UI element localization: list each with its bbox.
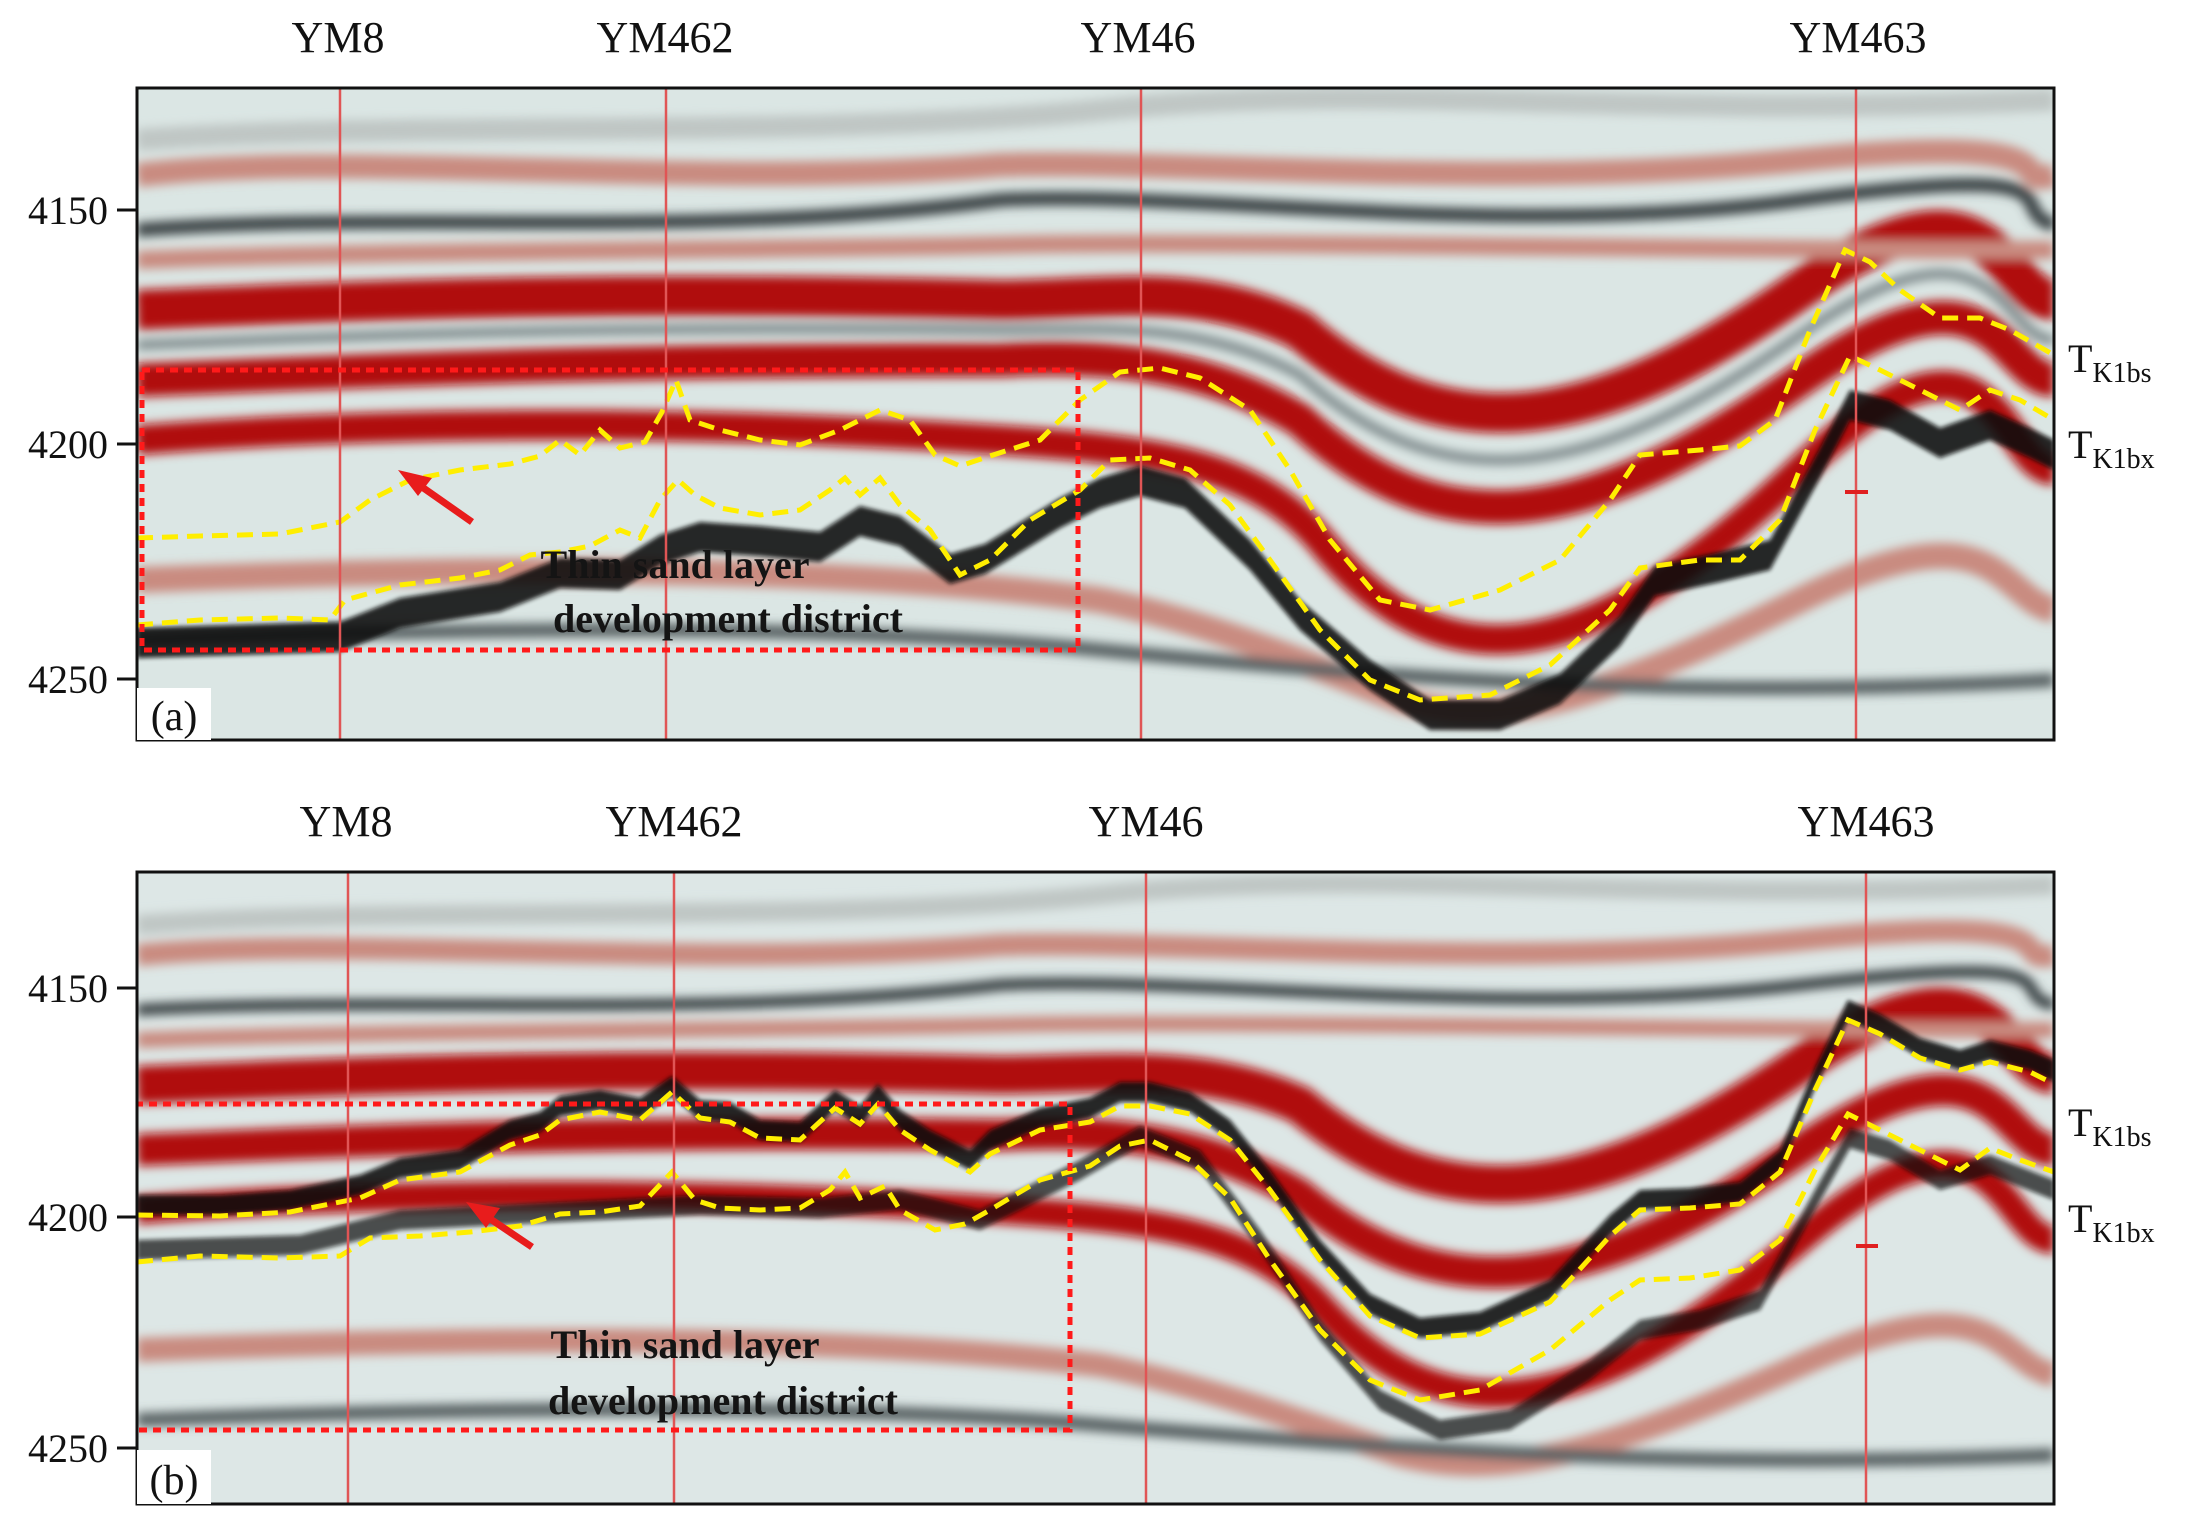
panel-b: YM8 YM462 YM46 YM463: [28, 797, 2155, 1506]
horizon-tk1bs-b: [137, 1016, 2054, 1341]
seismic-section-a: [137, 88, 2054, 740]
well-label-ym8: YM8: [292, 13, 385, 62]
seismic-reflectors-b: [137, 873, 2054, 1477]
horizon-tk1bx-a: [137, 352, 2054, 703]
horizon-label-tk1bx-a: TK1bx: [2068, 422, 2155, 475]
horizon-label-tk1bs-b: TK1bs: [2068, 1100, 2152, 1153]
sand-annotation-line2-b: development district: [548, 1378, 899, 1423]
well-label-ym46-b: YM46: [1089, 797, 1204, 846]
panel-label-bg-a: [137, 688, 211, 740]
horizon-label-tk1bs-a: TK1bs: [2068, 336, 2152, 389]
horizon-tk1bx-b: [137, 1110, 2054, 1403]
well-label-ym462-b: YM462: [606, 797, 743, 846]
well-label-ym463-b: YM463: [1798, 797, 1935, 846]
well-label-ym463: YM463: [1790, 13, 1927, 62]
panel-label-bg-b: [137, 1450, 211, 1504]
panel-a: YM8 YM462 YM46 YM463: [28, 13, 2155, 742]
well-label-ym8-b: YM8: [300, 797, 393, 846]
well-label-ym46: YM46: [1081, 13, 1196, 62]
sand-annotation-line1-a: Thin sand layer: [541, 542, 810, 587]
well-label-ym462: YM462: [597, 13, 734, 62]
seismic-section-b: [137, 872, 2054, 1504]
y-axis-a: 4150 4200 4250: [28, 188, 137, 702]
arrow-b: [466, 1202, 534, 1250]
panel-b-frame: [135, 870, 2056, 1506]
peak-event-b2: [137, 1126, 2054, 1440]
y-tick-4200-b: 4200: [28, 1195, 108, 1240]
horizon-label-tk1bx-b: TK1bx: [2068, 1196, 2155, 1249]
y-axis-b: 4150 4200 4250: [28, 966, 137, 1471]
y-tick-4150-b: 4150: [28, 966, 108, 1011]
sand-annotation-line1-b: Thin sand layer: [551, 1322, 820, 1367]
sand-annotation-line2-a: development district: [553, 596, 904, 641]
arrow-a: [398, 470, 475, 525]
panel-a-frame: [135, 86, 2056, 742]
sand-district-box-b: [137, 1101, 1073, 1433]
y-tick-4250-a: 4250: [28, 657, 108, 702]
y-tick-4200-a: 4200: [28, 422, 108, 467]
panel-label-b: (b): [150, 1458, 199, 1504]
panel-label-a: (a): [151, 694, 198, 740]
peak-event-b: [137, 1000, 2054, 1338]
sand-district-box-a: [139, 367, 1081, 653]
y-tick-4150-a: 4150: [28, 188, 108, 233]
horizon-tk1bs-a: [137, 246, 2054, 613]
y-tick-4250-b: 4250: [28, 1426, 108, 1471]
